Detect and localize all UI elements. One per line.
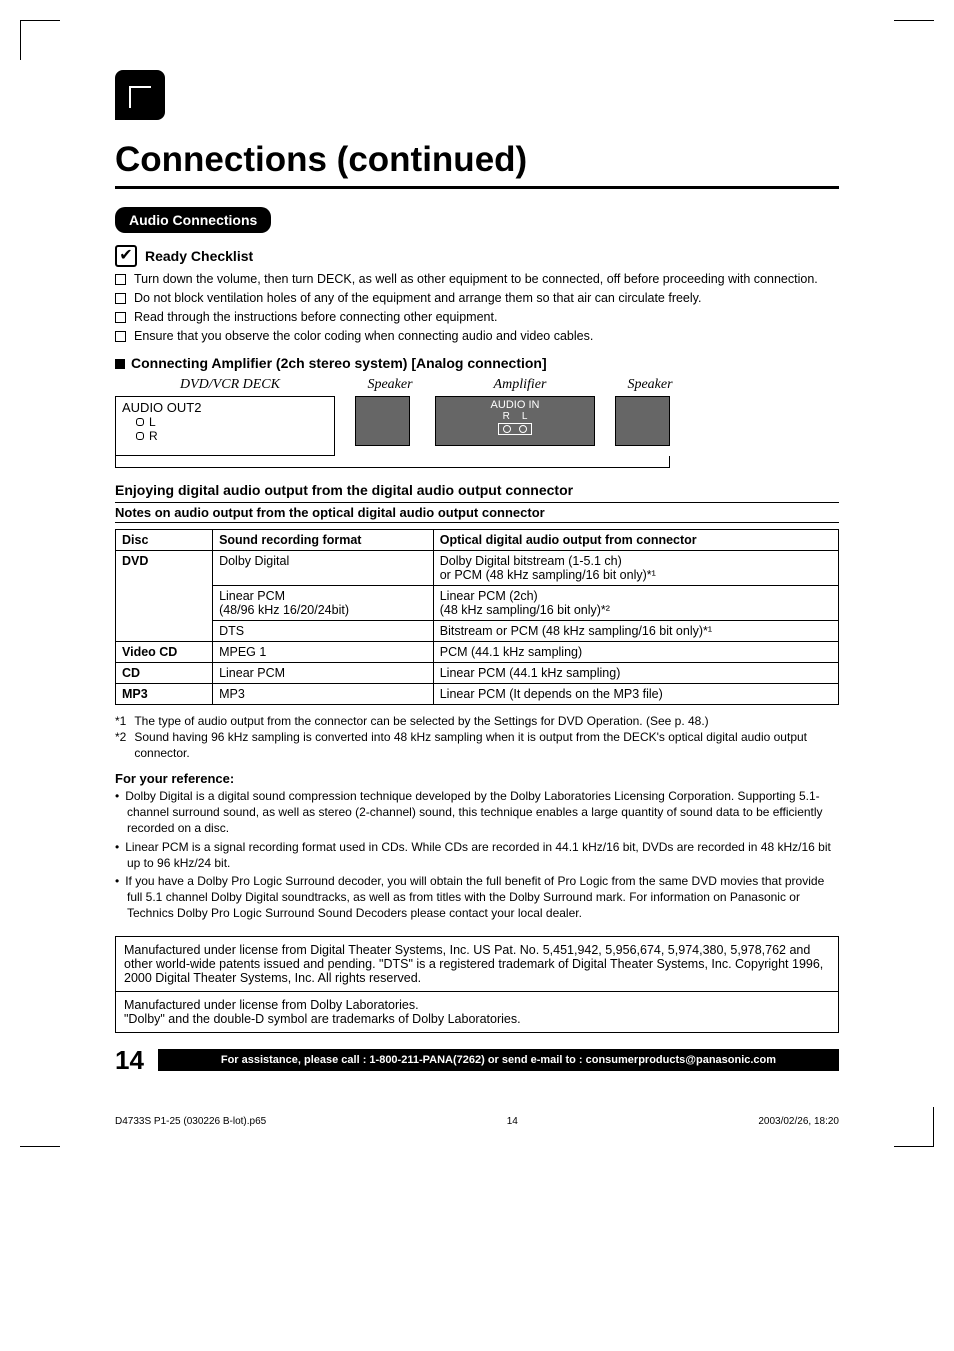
ready-checklist: Turn down the volume, then turn DECK, as… xyxy=(115,271,839,345)
cell-output: Linear PCM (2ch) (48 kHz sampling/16 bit… xyxy=(433,585,838,620)
crop-mark-bl xyxy=(20,1107,60,1147)
subheading-text: Connecting Amplifier (2ch stereo system)… xyxy=(131,355,547,371)
meta-page: 14 xyxy=(507,1116,518,1127)
checklist-item: Do not block ventilation holes of any of… xyxy=(134,290,701,307)
footnote-mark: *1 xyxy=(115,713,126,729)
cell-format: Linear PCM (48/96 kHz 16/20/24bit) xyxy=(213,585,434,620)
cell-output: Bitstream or PCM (48 kHz sampling/16 bit… xyxy=(433,620,838,641)
checkbox-icon xyxy=(115,312,126,323)
checkbox-icon xyxy=(115,293,126,304)
deck-port-r: R xyxy=(149,429,158,443)
cell-format: MP3 xyxy=(213,683,434,704)
diagram-label-deck: DVD/VCR DECK xyxy=(115,377,345,393)
license-dts: Manufactured under license from Digital … xyxy=(116,937,838,992)
license-dolby-line2: "Dolby" and the double-D symbol are trad… xyxy=(124,1012,830,1026)
print-metadata-row: D4733S P1-25 (030226 B-lot).p65 14 2003/… xyxy=(115,1116,839,1127)
reference-bullet: Linear PCM is a signal recording format … xyxy=(115,839,839,871)
audio-output-table: Disc Sound recording format Optical digi… xyxy=(115,529,839,705)
checklist-item: Turn down the volume, then turn DECK, as… xyxy=(134,271,818,288)
diagram-dvd-deck-box: AUDIO OUT2 L R xyxy=(115,396,335,456)
meta-date: 2003/02/26, 18:20 xyxy=(758,1116,839,1127)
deck-port-title: AUDIO OUT2 xyxy=(122,400,328,415)
amp-r-label: R xyxy=(503,411,510,422)
checkbox-icon xyxy=(115,274,126,285)
for-your-reference-heading: For your reference: xyxy=(115,771,839,786)
checkbox-icon xyxy=(115,331,126,342)
cell-format: MPEG 1 xyxy=(213,641,434,662)
connection-diagram: DVD/VCR DECK AUDIO OUT2 L R Speaker Ampl… xyxy=(115,377,839,456)
page-title: Connections (continued) xyxy=(115,140,884,180)
cell-disc-videocd: Video CD xyxy=(116,641,213,662)
cell-format: Linear PCM xyxy=(213,662,434,683)
th-disc: Disc xyxy=(116,529,213,550)
footnote-text: Sound having 96 kHz sampling is converte… xyxy=(134,729,839,761)
amp-audio-in-label: AUDIO IN xyxy=(436,399,594,411)
table-notes-heading: Notes on audio output from the optical d… xyxy=(115,502,839,523)
jack-icon xyxy=(136,418,144,426)
assistance-bar: For assistance, please call : 1-800-211-… xyxy=(158,1049,839,1071)
cell-output: Dolby Digital bitstream (1-5.1 ch) or PC… xyxy=(433,550,838,585)
reference-bullet: If you have a Dolby Pro Logic Surround d… xyxy=(115,873,839,922)
footnote-mark: *2 xyxy=(115,729,126,761)
th-format: Sound recording format xyxy=(213,529,434,550)
checklist-item: Read through the instructions before con… xyxy=(134,309,497,326)
diagram-label-speaker-left: Speaker xyxy=(355,377,425,393)
diagram-cable-line xyxy=(115,456,670,468)
deck-port-l: L xyxy=(149,415,156,429)
crop-mark-tr xyxy=(894,20,934,60)
checkmark-icon: ✔ xyxy=(115,245,137,267)
cell-format: DTS xyxy=(213,620,434,641)
header-corner-graphic xyxy=(115,70,165,120)
title-underline xyxy=(115,186,839,189)
reference-bullet-list: Dolby Digital is a digital sound compres… xyxy=(115,788,839,922)
th-output: Optical digital audio output from connec… xyxy=(433,529,838,550)
crop-mark-br xyxy=(894,1107,934,1147)
enjoying-digital-audio-heading: Enjoying digital audio output from the d… xyxy=(115,482,839,498)
jack-icon xyxy=(136,432,144,440)
diagram-speaker-left xyxy=(355,396,410,446)
subheading-connecting-amplifier: Connecting Amplifier (2ch stereo system)… xyxy=(115,355,839,371)
amp-l-label: L xyxy=(522,411,528,422)
diagram-amplifier-box: AUDIO IN R L xyxy=(435,396,595,446)
license-box: Manufactured under license from Digital … xyxy=(115,936,839,1033)
crop-mark-tl xyxy=(20,20,60,60)
cell-disc-dvd: DVD xyxy=(116,550,213,641)
ready-checklist-heading: Ready Checklist xyxy=(145,248,253,264)
license-dolby-line1: Manufactured under license from Dolby La… xyxy=(124,998,830,1012)
diagram-speaker-right xyxy=(615,396,670,446)
cell-output: PCM (44.1 kHz sampling) xyxy=(433,641,838,662)
square-bullet-icon xyxy=(115,359,125,369)
cell-output: Linear PCM (44.1 kHz sampling) xyxy=(433,662,838,683)
amp-jacks xyxy=(498,423,532,435)
cell-output: Linear PCM (It depends on the MP3 file) xyxy=(433,683,838,704)
meta-filename: D4733S P1-25 (030226 B-lot).p65 xyxy=(115,1116,266,1127)
section-chip-audio-connections: Audio Connections xyxy=(115,207,271,233)
checklist-item: Ensure that you observe the color coding… xyxy=(134,328,593,345)
footnote-text: The type of audio output from the connec… xyxy=(134,713,708,729)
page-number: 14 xyxy=(115,1045,144,1076)
diagram-label-speaker-right: Speaker xyxy=(615,377,685,393)
footnotes: *1 The type of audio output from the conn… xyxy=(115,713,839,762)
cell-disc-mp3: MP3 xyxy=(116,683,213,704)
cell-format: Dolby Digital xyxy=(213,550,434,585)
cell-disc-cd: CD xyxy=(116,662,213,683)
diagram-label-amplifier: Amplifier xyxy=(435,377,605,393)
reference-bullet: Dolby Digital is a digital sound compres… xyxy=(115,788,839,837)
